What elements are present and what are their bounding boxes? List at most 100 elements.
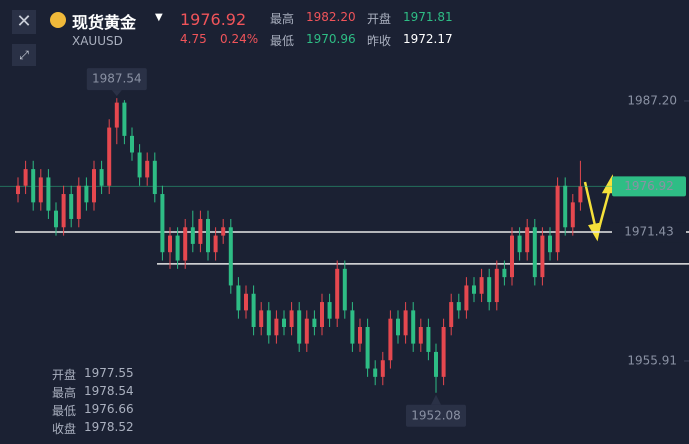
- candle-body: [555, 185, 560, 253]
- candle-body: [441, 326, 446, 377]
- candle-body: [54, 210, 58, 228]
- candle-body: [570, 202, 575, 228]
- candle-body: [31, 169, 36, 203]
- candle-body: [160, 194, 165, 253]
- annotation-pointer: [431, 394, 441, 405]
- candle-body: [525, 227, 530, 253]
- candle-body: [342, 268, 347, 311]
- candle-body: [487, 277, 492, 303]
- candle-body: [548, 235, 552, 253]
- candle-body: [76, 185, 81, 219]
- stat-label: 最高: [270, 12, 295, 26]
- annotation-label: 1987.54: [92, 72, 142, 86]
- candle-body: [418, 326, 423, 344]
- candle-body: [365, 326, 370, 369]
- ohlc-label: 开盘: [52, 368, 77, 382]
- candle-body: [297, 310, 302, 344]
- candle-body: [282, 318, 286, 327]
- candle-body: [168, 235, 172, 253]
- candle-body: [350, 310, 355, 344]
- annotation-box: [406, 404, 466, 427]
- gold-icon: [50, 12, 66, 28]
- stat-value: 1982.20: [306, 10, 356, 24]
- candle-body: [137, 152, 142, 178]
- candle-body: [320, 302, 324, 327]
- expand-button[interactable]: ⤢: [12, 44, 36, 66]
- ohlc-label: 收盘: [52, 422, 77, 436]
- candle-body: [23, 169, 28, 186]
- candle-body: [190, 227, 195, 244]
- current-price-label: 1976.92: [624, 179, 674, 193]
- candle-body: [449, 302, 454, 327]
- line-price-box: [612, 222, 686, 243]
- ohlc-label: 最高: [52, 386, 77, 400]
- annotation-pointer: [111, 90, 122, 97]
- candle-body: [61, 194, 66, 228]
- candle-body: [426, 326, 431, 352]
- candle-body: [274, 318, 279, 336]
- ohlc-value: 1977.55: [84, 366, 134, 380]
- dropdown[interactable]: ▼: [155, 12, 163, 23]
- candle-body: [114, 102, 119, 128]
- current-price-box: [612, 176, 686, 197]
- annotation-box: [86, 68, 147, 91]
- candle-body: [69, 194, 74, 219]
- candle-body: [266, 310, 271, 336]
- name[interactable]: 现货黄金: [72, 13, 137, 32]
- candle-body: [540, 235, 545, 278]
- candle-body: [152, 160, 157, 195]
- candle-body: [327, 302, 332, 319]
- candle-body: [510, 235, 514, 278]
- candle-body: [107, 127, 112, 186]
- symbol: XAUUSD: [72, 34, 123, 48]
- ohlc-value: 1976.66: [84, 402, 134, 416]
- stat-value: 1971.81: [403, 10, 453, 24]
- candle-body: [198, 218, 203, 244]
- change-pct: 0.24%: [220, 32, 259, 46]
- candle-body: [38, 177, 43, 203]
- candle-body: [411, 310, 416, 344]
- ohlc-label: 最低: [52, 404, 77, 418]
- candle-body: [479, 277, 484, 294]
- candle-body: [396, 318, 400, 336]
- y-tick-label: 1987.20: [627, 93, 677, 107]
- candle-body: [175, 235, 180, 261]
- candle-body: [578, 186, 583, 203]
- change: 4.75: [180, 32, 207, 46]
- stat-value: 1972.17: [403, 32, 453, 46]
- annotation-label: 1952.08: [411, 408, 461, 422]
- candle-body: [221, 227, 226, 236]
- candle-body: [206, 218, 210, 253]
- stat-value: 1970.96: [306, 32, 356, 46]
- candle-body: [213, 235, 218, 253]
- candle-body: [92, 169, 96, 203]
- close-button[interactable]: ✕: [12, 10, 36, 34]
- candle-body: [259, 310, 264, 327]
- candle-body: [494, 268, 499, 303]
- candle-body: [456, 302, 461, 311]
- candle-body: [532, 227, 537, 278]
- candle-body: [388, 318, 393, 361]
- candle-body: [335, 268, 340, 319]
- stat-label: 最低: [270, 34, 295, 48]
- line-price-label: 1971.43: [624, 225, 674, 239]
- price-annotation: 1987.54: [86, 68, 147, 97]
- ohlc-value: 1978.54: [84, 384, 134, 398]
- candle-body: [16, 185, 20, 195]
- candle-body: [99, 169, 104, 186]
- candle-body: [122, 102, 127, 136]
- stat-label: 开盘: [367, 12, 392, 26]
- candle-body: [244, 293, 248, 311]
- candle-body: [464, 285, 469, 311]
- price-annotation: 1952.08: [406, 394, 466, 427]
- y-tick-label: 1955.91: [627, 353, 677, 367]
- candle-body: [472, 285, 476, 294]
- candle-body: [251, 293, 256, 327]
- candle-body: [373, 368, 378, 377]
- candle-body: [304, 318, 309, 344]
- candle-body: [289, 310, 294, 327]
- stat-label: 昨收: [367, 34, 392, 48]
- ohlc-value: 1978.52: [84, 420, 134, 434]
